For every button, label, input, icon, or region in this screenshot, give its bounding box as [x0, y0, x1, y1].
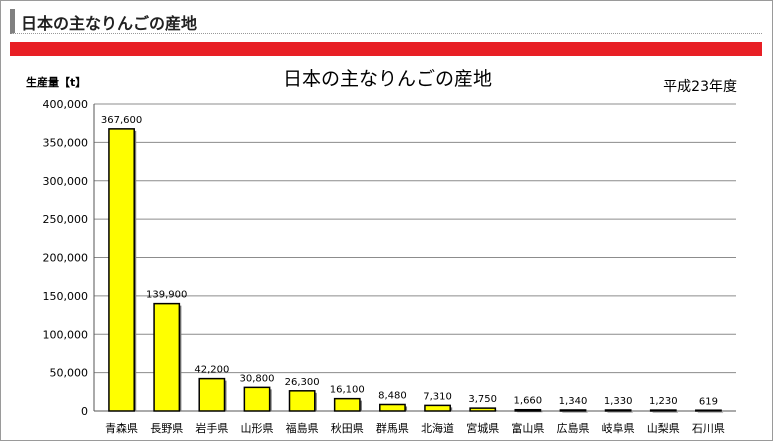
data-label: 7,310 — [423, 391, 452, 402]
y-tick-label: 400,000 — [43, 98, 89, 111]
bar — [108, 128, 135, 412]
y-tick-label: 150,000 — [43, 290, 89, 303]
category-label: 北海道 — [421, 421, 454, 435]
category-label: 長野県 — [150, 422, 183, 435]
bar — [198, 377, 226, 412]
bar-shadow — [607, 411, 633, 413]
data-label: 1,660 — [514, 396, 543, 407]
data-label: 42,200 — [194, 365, 229, 376]
bar-shadow — [652, 412, 678, 413]
category-label: 福島県 — [286, 421, 319, 435]
accent-bar — [10, 42, 762, 56]
bar — [379, 403, 406, 412]
y-tick-label: 200,000 — [43, 252, 89, 265]
y-tick-label: 0 — [81, 405, 88, 418]
bar — [424, 404, 451, 412]
bar — [604, 409, 632, 412]
bar — [333, 397, 361, 412]
data-label: 1,330 — [604, 396, 633, 407]
bar — [469, 407, 497, 412]
bar — [514, 408, 542, 412]
category-label: 広島県 — [557, 421, 590, 435]
category-label: 石川県 — [692, 422, 725, 435]
category-label: 山梨県 — [647, 421, 680, 435]
data-label: 619 — [699, 397, 718, 408]
category-label: 富山県 — [511, 421, 544, 435]
category-label: 秋田県 — [331, 421, 364, 435]
data-label: 30,800 — [240, 373, 275, 384]
category-label: 岩手県 — [195, 421, 228, 435]
bar — [243, 386, 271, 412]
y-tick-label: 350,000 — [43, 136, 89, 149]
category-label: 山形県 — [241, 422, 274, 435]
data-label: 1,340 — [559, 396, 588, 407]
data-label: 3,750 — [468, 394, 497, 405]
category-label: 宮城県 — [466, 421, 499, 435]
y-axis-unit-label: 生産量【t】 — [26, 76, 87, 89]
bar — [559, 409, 587, 412]
bar — [288, 390, 316, 412]
y-tick-label: 250,000 — [43, 213, 89, 226]
chart-title: 日本の主なりんごの産地 — [282, 68, 492, 90]
bar — [649, 409, 677, 412]
period-label: 平成23年度 — [663, 79, 737, 95]
data-label: 1,230 — [649, 396, 678, 407]
data-label: 139,900 — [146, 290, 187, 301]
data-label: 26,300 — [285, 377, 320, 388]
page-heading: 日本の主なりんごの産地 — [21, 14, 198, 33]
bar-shadow — [562, 411, 588, 413]
bar — [695, 409, 722, 412]
y-tick-label: 300,000 — [43, 175, 89, 188]
data-label: 367,600 — [101, 115, 142, 126]
data-label: 8,480 — [378, 390, 407, 401]
data-label: 16,100 — [330, 385, 365, 396]
category-label: 群馬県 — [376, 421, 409, 435]
y-tick-label: 100,000 — [43, 328, 89, 341]
bar-shadow — [517, 411, 543, 413]
y-tick-label: 50,000 — [50, 367, 89, 380]
category-label: 青森県 — [105, 421, 138, 435]
bar-shadow — [697, 412, 724, 414]
category-label: 岐阜県 — [602, 422, 635, 435]
bar — [153, 302, 181, 412]
page-header: 日本の主なりんごの産地 — [10, 9, 762, 34]
